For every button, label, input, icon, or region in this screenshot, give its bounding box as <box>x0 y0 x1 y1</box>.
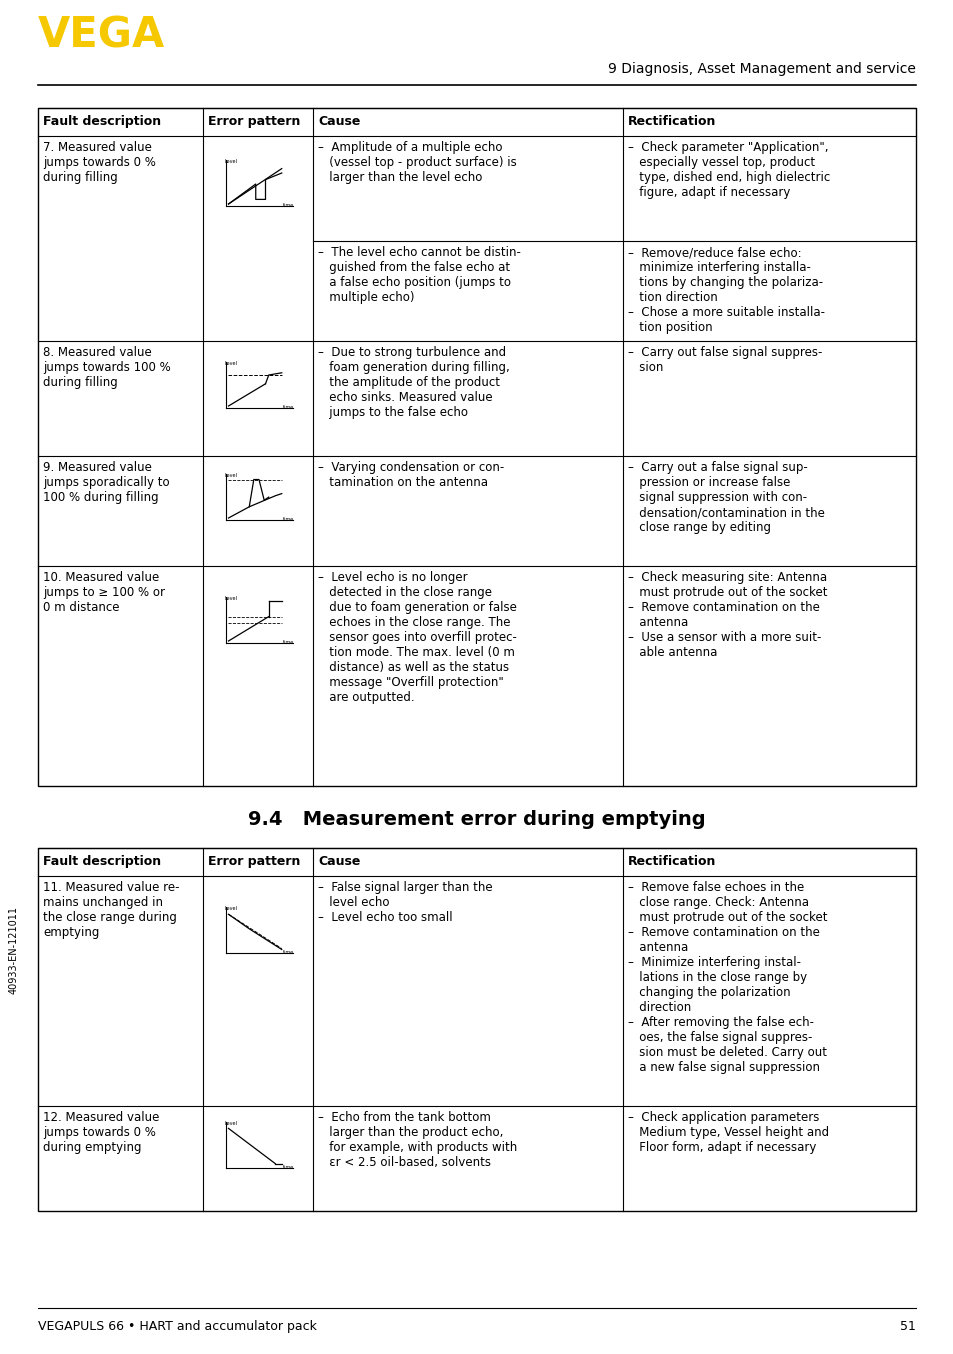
Text: 12. Measured value
jumps towards 0 %
during emptying: 12. Measured value jumps towards 0 % dur… <box>43 1112 159 1154</box>
Text: 11. Measured value re-
mains unchanged in
the close range during
emptying: 11. Measured value re- mains unchanged i… <box>43 881 179 940</box>
Text: Error pattern: Error pattern <box>208 854 300 868</box>
Text: Level: Level <box>224 1121 237 1127</box>
Text: time: time <box>283 517 294 523</box>
Text: Rectification: Rectification <box>627 854 716 868</box>
Text: –  Varying condensation or con-
   tamination on the antenna: – Varying condensation or con- taminatio… <box>317 460 504 489</box>
Text: VEGAPULS 66 • HART and accumulator pack: VEGAPULS 66 • HART and accumulator pack <box>38 1320 316 1332</box>
Text: –  Check application parameters
   Medium type, Vessel height and
   Floor form,: – Check application parameters Medium ty… <box>627 1112 828 1154</box>
Text: Level: Level <box>224 158 237 164</box>
Text: 9 Diagnosis, Asset Management and service: 9 Diagnosis, Asset Management and servic… <box>607 62 915 76</box>
Text: Error pattern: Error pattern <box>208 115 300 129</box>
Text: Level: Level <box>224 473 237 478</box>
Text: Cause: Cause <box>317 115 360 129</box>
Bar <box>38 848 915 1210</box>
Text: Level: Level <box>224 362 237 366</box>
Text: –  Check measuring site: Antenna
   must protrude out of the socket
–  Remove co: – Check measuring site: Antenna must pro… <box>627 571 826 659</box>
Text: –  Remove false echoes in the
   close range. Check: Antenna
   must protrude ou: – Remove false echoes in the close range… <box>627 881 826 1074</box>
Text: time: time <box>283 1164 294 1170</box>
Text: time: time <box>283 640 294 645</box>
Text: Level: Level <box>224 596 237 601</box>
Text: –  Echo from the tank bottom
   larger than the product echo,
   for example, wi: – Echo from the tank bottom larger than … <box>317 1112 517 1169</box>
Text: –  Remove/reduce false echo:
   minimize interfering installa-
   tions by chang: – Remove/reduce false echo: minimize int… <box>627 246 824 334</box>
Text: Cause: Cause <box>317 854 360 868</box>
Text: Fault description: Fault description <box>43 115 161 129</box>
Text: 9. Measured value
jumps sporadically to
100 % during filling: 9. Measured value jumps sporadically to … <box>43 460 170 504</box>
Text: Rectification: Rectification <box>627 115 716 129</box>
Text: 51: 51 <box>900 1320 915 1332</box>
Text: –  Amplitude of a multiple echo
   (vessel top - product surface) is
   larger t: – Amplitude of a multiple echo (vessel t… <box>317 141 517 184</box>
Text: time: time <box>283 203 294 209</box>
Text: –  The level echo cannot be distin-
   guished from the false echo at
   a false: – The level echo cannot be distin- guish… <box>317 246 520 305</box>
Text: –  False signal larger than the
   level echo
–  Level echo too small: – False signal larger than the level ech… <box>317 881 492 923</box>
Text: Level: Level <box>224 906 237 911</box>
Text: –  Carry out a false signal sup-
   pression or increase false
   signal suppres: – Carry out a false signal sup- pression… <box>627 460 824 533</box>
Text: 10. Measured value
jumps to ≥ 100 % or
0 m distance: 10. Measured value jumps to ≥ 100 % or 0… <box>43 571 165 613</box>
Text: 9.4   Measurement error during emptying: 9.4 Measurement error during emptying <box>248 810 705 829</box>
Text: –  Level echo is no longer
   detected in the close range
   due to foam generat: – Level echo is no longer detected in th… <box>317 571 517 704</box>
Bar <box>38 108 915 787</box>
Text: Fault description: Fault description <box>43 854 161 868</box>
Text: time: time <box>283 405 294 410</box>
Text: –  Carry out false signal suppres-
   sion: – Carry out false signal suppres- sion <box>627 347 821 374</box>
Text: 40933-EN-121011: 40933-EN-121011 <box>9 906 19 994</box>
Text: –  Check parameter "Application",
   especially vessel top, product
   type, dis: – Check parameter "Application", especia… <box>627 141 829 199</box>
Text: time: time <box>283 951 294 955</box>
Text: 7. Measured value
jumps towards 0 %
during filling: 7. Measured value jumps towards 0 % duri… <box>43 141 155 184</box>
Text: VEGA: VEGA <box>38 15 165 57</box>
Text: –  Due to strong turbulence and
   foam generation during filling,
   the amplit: – Due to strong turbulence and foam gene… <box>317 347 509 418</box>
Text: 8. Measured value
jumps towards 100 %
during filling: 8. Measured value jumps towards 100 % du… <box>43 347 171 389</box>
